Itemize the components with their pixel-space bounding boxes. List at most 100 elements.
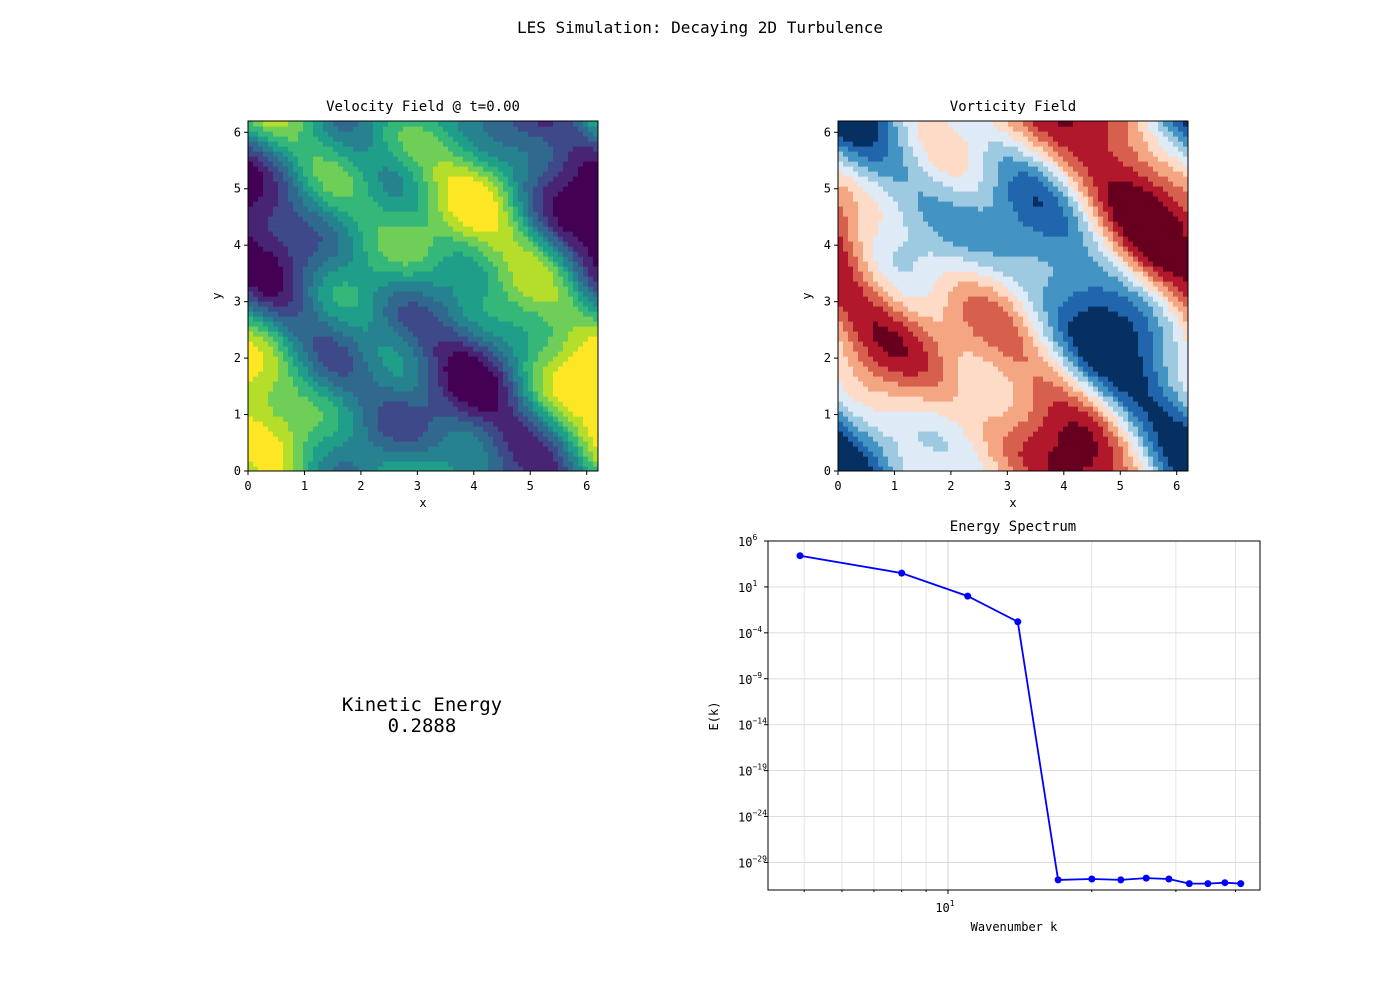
contour-cell — [318, 176, 324, 182]
contour-cell — [363, 346, 369, 352]
contour-cell — [358, 156, 364, 162]
contour-cell — [533, 381, 539, 387]
contour-cell — [318, 211, 324, 217]
contour-cell — [328, 346, 334, 352]
contour-cell — [383, 351, 389, 357]
contour-cell — [368, 451, 374, 457]
contour-cell — [493, 191, 499, 197]
contour-cell — [448, 386, 454, 392]
contour-cell — [253, 326, 259, 332]
contour-cell — [583, 361, 589, 367]
contour-cell — [568, 351, 574, 357]
contour-cell — [313, 201, 319, 207]
contour-cell — [418, 166, 424, 172]
contour-cell — [488, 226, 494, 232]
contour-cell — [293, 261, 299, 267]
contour-cell — [293, 301, 299, 307]
contour-cell — [463, 306, 469, 312]
contour-cell — [363, 261, 369, 267]
contour-cell — [428, 221, 434, 227]
contour-cell — [353, 166, 359, 172]
contour-cell — [373, 251, 379, 257]
contour-cell — [523, 326, 529, 332]
contour-cell — [378, 281, 384, 287]
contour-cell — [478, 221, 484, 227]
contour-cell — [308, 306, 314, 312]
contour-cell — [513, 271, 519, 277]
contour-cell — [408, 286, 414, 292]
contour-cell — [443, 191, 449, 197]
contour-cell — [583, 341, 589, 347]
contour-cell — [418, 366, 424, 372]
contour-cell — [558, 466, 564, 471]
contour-cell — [258, 466, 264, 471]
contour-cell — [438, 181, 444, 187]
contour-cell — [288, 291, 294, 297]
contour-cell — [333, 166, 339, 172]
contour-cell — [523, 441, 529, 447]
contour-cell — [488, 321, 494, 327]
contour-cell — [523, 376, 529, 382]
contour-cell — [328, 151, 334, 157]
contour-cell — [298, 151, 304, 157]
contour-cell — [523, 436, 529, 442]
contour-cell — [288, 261, 294, 267]
contour-cell — [378, 221, 384, 227]
contour-cell — [278, 266, 284, 272]
contour-cell — [258, 351, 264, 357]
contour-cell — [383, 341, 389, 347]
contour-cell — [268, 301, 274, 307]
contour-cell — [483, 351, 489, 357]
contour-cell — [538, 411, 544, 417]
contour-cell — [298, 441, 304, 447]
contour-cell — [288, 426, 294, 432]
contour-cell — [478, 146, 484, 152]
contour-cell — [348, 386, 354, 392]
contour-cell — [358, 166, 364, 172]
contour-cell — [293, 281, 299, 287]
contour-cell — [363, 456, 369, 462]
contour-cell — [308, 431, 314, 437]
contour-cell — [388, 186, 394, 192]
contour-cell — [488, 301, 494, 307]
contour-cell — [358, 266, 364, 272]
contour-cell — [308, 331, 314, 337]
contour-cell — [578, 146, 584, 152]
contour-cell — [308, 426, 314, 432]
contour-cell — [413, 451, 419, 457]
contour-cell — [458, 256, 464, 262]
contour-cell — [308, 316, 314, 322]
contour-cell — [398, 251, 404, 257]
contour-cell — [458, 316, 464, 322]
contour-cell — [468, 386, 474, 392]
contour-cell — [338, 326, 344, 332]
contour-cell — [388, 286, 394, 292]
contour-cell — [293, 211, 299, 217]
contour-cell — [348, 291, 354, 297]
contour-cell — [503, 181, 509, 187]
contour-cell — [588, 361, 594, 367]
contour-cell — [533, 161, 539, 167]
contour-cell — [363, 436, 369, 442]
contour-cell — [538, 141, 544, 147]
contour-cell — [483, 296, 489, 302]
contour-cell — [278, 391, 284, 397]
contour-cell — [578, 386, 584, 392]
contour-cell — [318, 451, 324, 457]
contour-cell — [298, 246, 304, 252]
contour-cell — [523, 446, 529, 452]
contour-cell — [418, 396, 424, 402]
contour-cell — [518, 431, 524, 437]
contour-cell — [343, 301, 349, 307]
contour-cell — [398, 161, 404, 167]
contour-cell — [453, 426, 459, 432]
contour-cell — [448, 336, 454, 342]
contour-cell — [528, 286, 534, 292]
contour-cell — [513, 131, 519, 137]
contour-cell — [478, 216, 484, 222]
contour-cell — [353, 376, 359, 382]
contour-cell — [543, 376, 549, 382]
contour-cell — [368, 436, 374, 442]
contour-cell — [573, 341, 579, 347]
contour-cell — [283, 326, 289, 332]
